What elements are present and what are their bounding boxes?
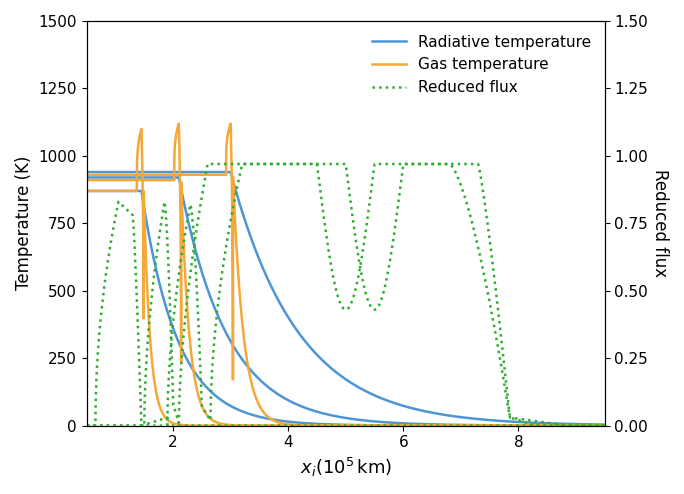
Y-axis label: Temperature (K): Temperature (K) [15,156,33,290]
Y-axis label: Reduced flux: Reduced flux [651,169,669,277]
Legend: Radiative temperature, Gas temperature, Reduced flux: Radiative temperature, Gas temperature, … [366,29,597,101]
X-axis label: $x_i(10^5\,\mathrm{km})$: $x_i(10^5\,\mathrm{km})$ [300,456,392,479]
